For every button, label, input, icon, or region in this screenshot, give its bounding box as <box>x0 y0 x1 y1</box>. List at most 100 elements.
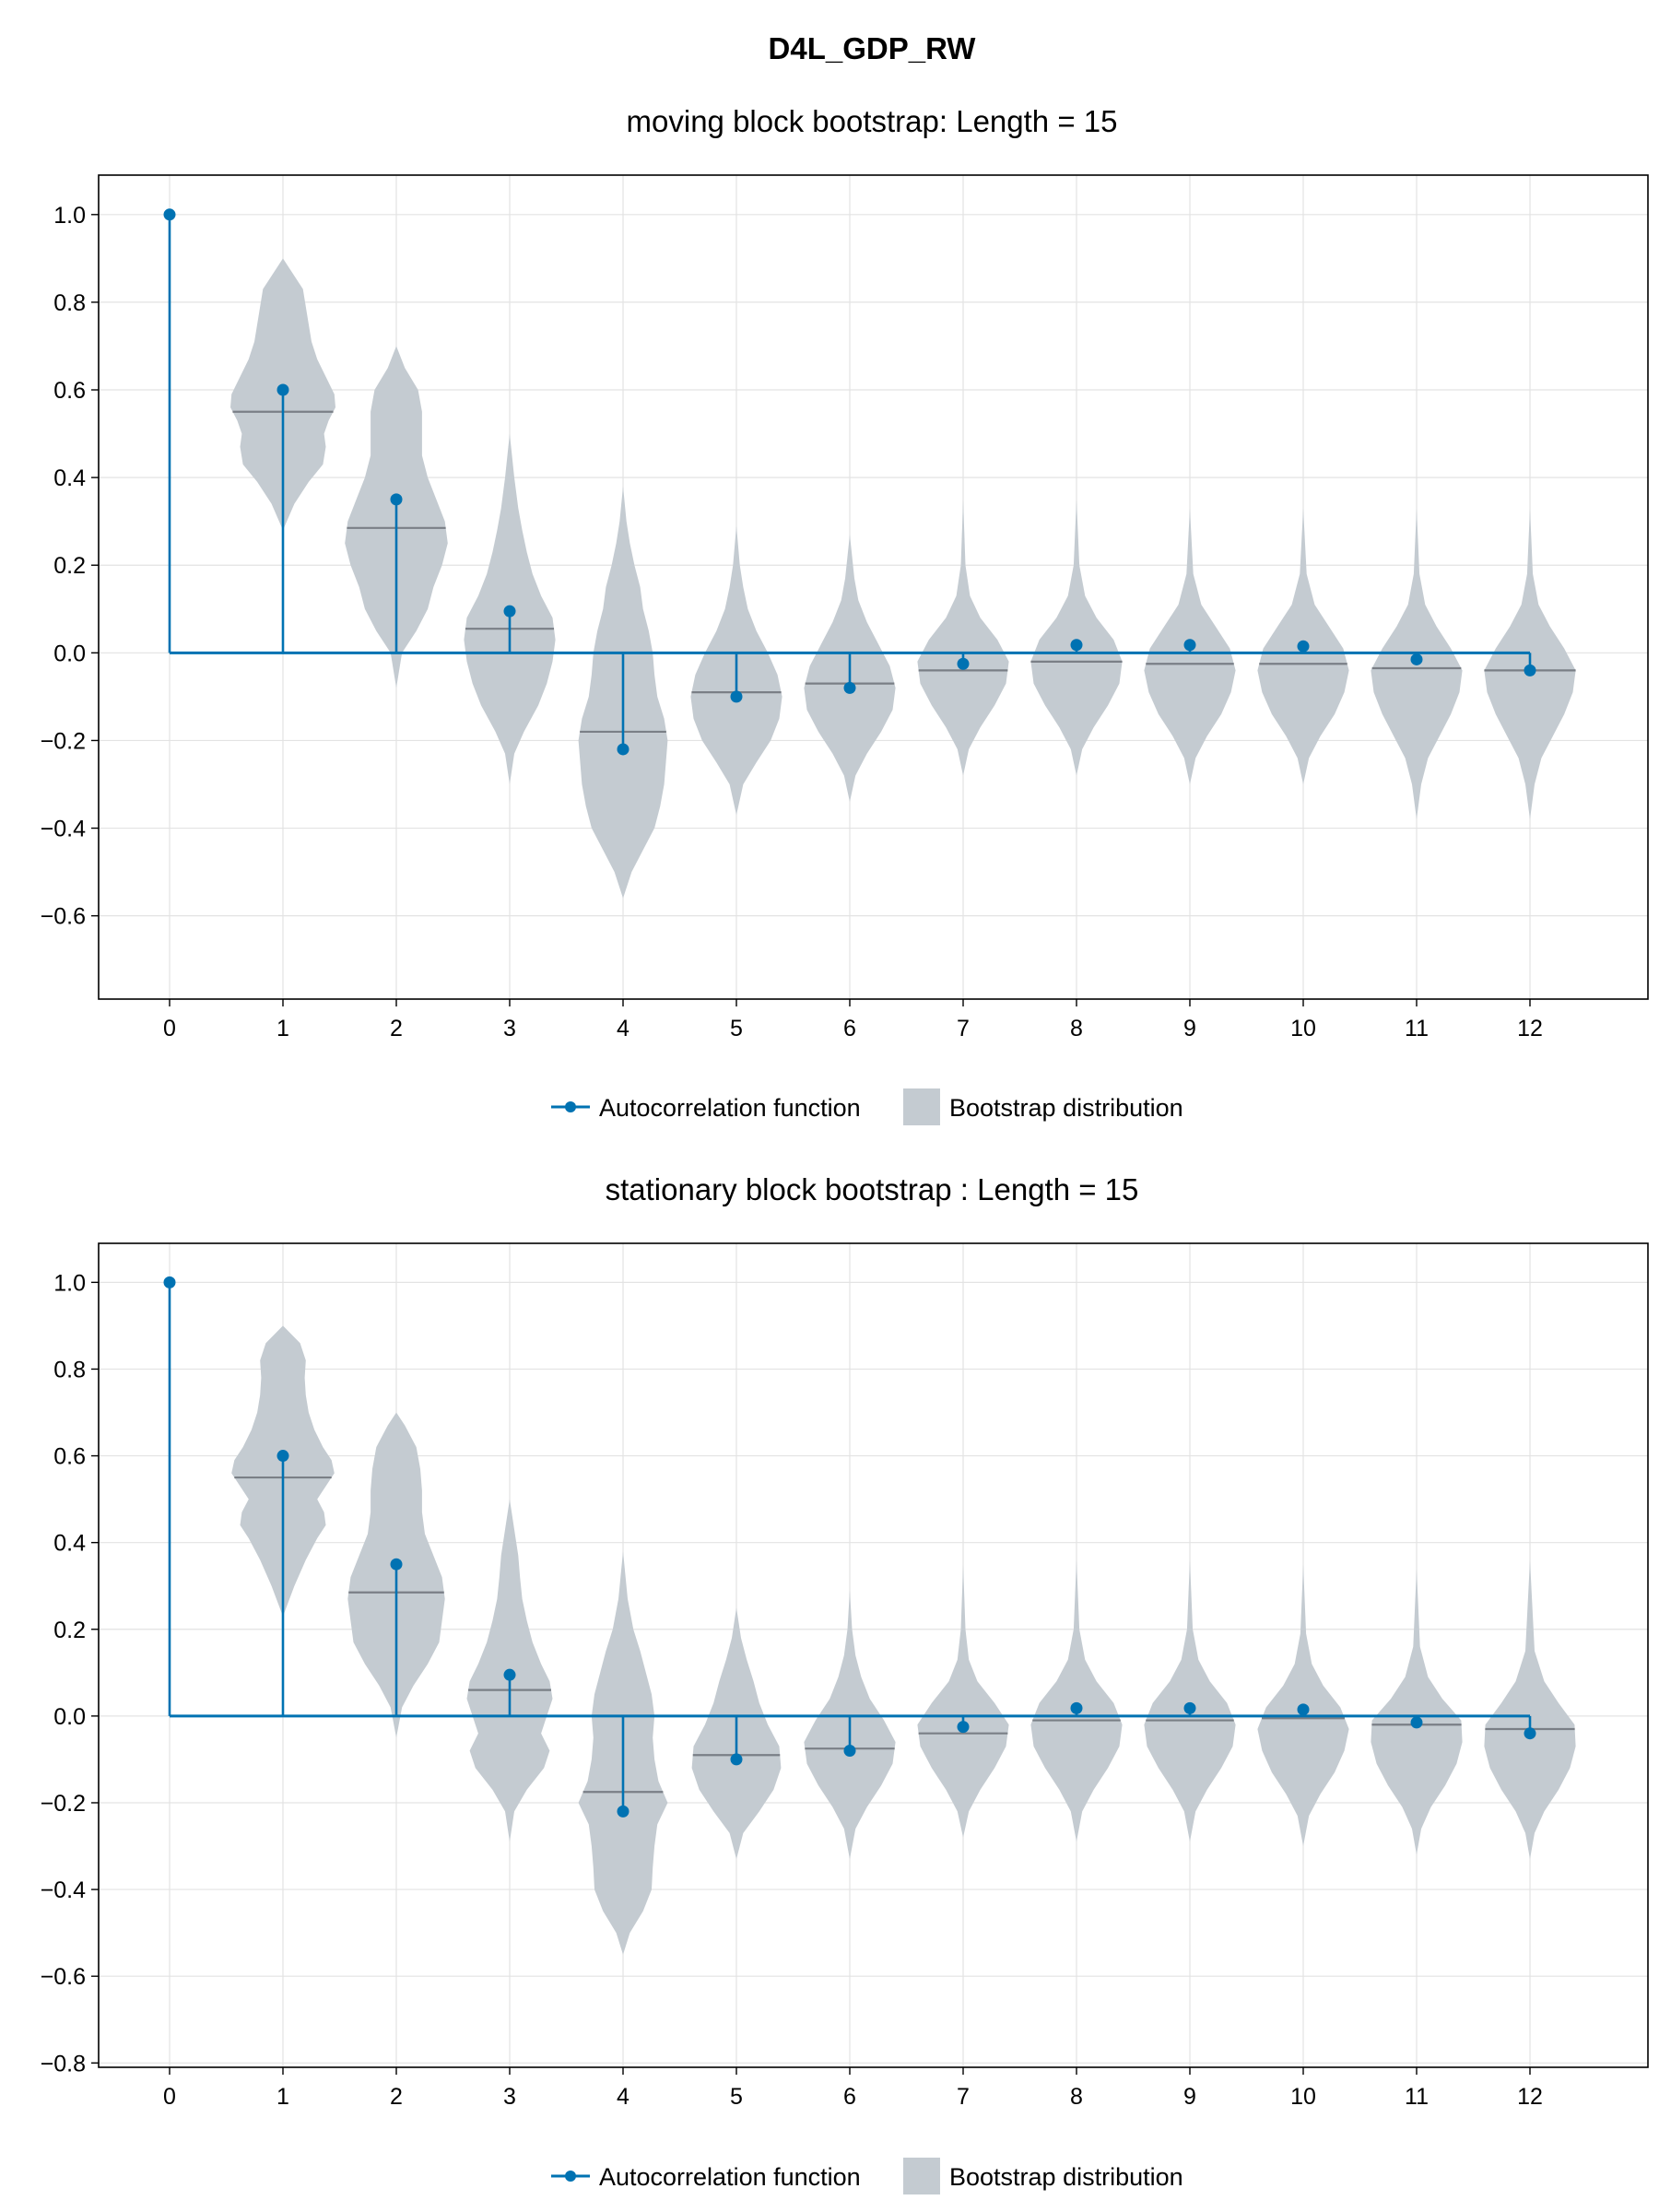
y-tick-label: 0.8 <box>53 1357 86 1382</box>
legend-acf-label-bottom: Autocorrelation function <box>599 2163 861 2191</box>
bootstrap-violins <box>230 258 1576 899</box>
acf-point-lag-11 <box>1410 1716 1423 1729</box>
x-tick-label: 11 <box>1405 2084 1429 2110</box>
acf-point-lag-2 <box>390 1558 403 1571</box>
legend-bottom: Autocorrelation function Bootstrap distr… <box>551 2158 1183 2194</box>
violin-lag-12 <box>1484 1559 1576 1860</box>
panel-title-stationary: stationary block bootstrap : Length = 15 <box>606 1172 1139 1206</box>
grid <box>99 1243 1648 2067</box>
violin-lag-11 <box>1371 1568 1463 1855</box>
x-tick-label: 1 <box>276 1016 289 1041</box>
acf-point-lag-1 <box>276 1450 289 1463</box>
bootstrap-violins <box>231 1325 1576 1955</box>
x-tick-label: 1 <box>276 2084 289 2110</box>
y-tick-label: 0.6 <box>53 378 86 404</box>
acf-stems <box>163 208 1536 756</box>
y-tick-label: −0.2 <box>41 1791 86 1817</box>
acf-point-lag-2 <box>390 493 403 506</box>
y-axis: −0.8 −0.6 −0.4 −0.2 0.0 0.2 0.4 0.6 0.8 1.0 <box>41 1270 99 2077</box>
legend-acf-marker-top <box>565 1101 576 1112</box>
y-tick-label: 0.0 <box>53 641 86 666</box>
x-tick-label: 6 <box>843 1016 856 1041</box>
x-tick-label: 4 <box>617 1016 629 1041</box>
x-tick-label: 5 <box>730 1016 743 1041</box>
acf-point-lag-10 <box>1297 1703 1310 1716</box>
x-tick-label: 7 <box>957 2084 970 2110</box>
y-tick-label: −0.4 <box>41 817 86 842</box>
acf-point-lag-0 <box>163 1276 176 1288</box>
acf-point-lag-5 <box>730 1753 743 1766</box>
y-tick-label: 0.4 <box>53 1531 86 1557</box>
x-tick-label: 0 <box>163 2084 176 2110</box>
moving-block-bootstrap-panel: moving block bootstrap: Length = 15 −0.6… <box>41 104 1649 1041</box>
y-tick-label: −0.2 <box>41 728 86 754</box>
acf-point-lag-3 <box>503 1668 516 1681</box>
violin-lag-7 <box>917 499 1009 776</box>
acf-point-lag-9 <box>1183 1701 1196 1714</box>
legend-acf-label-top: Autocorrelation function <box>599 1094 861 1122</box>
acf-point-lag-6 <box>843 681 856 694</box>
y-tick-label: −0.8 <box>41 2051 86 2077</box>
plot-frame <box>98 1242 1649 2068</box>
x-tick-label: 4 <box>617 2084 629 2110</box>
y-axis: −0.6 −0.4 −0.2 0.0 0.2 0.4 0.6 0.8 1.0 <box>41 203 99 930</box>
acf-point-lag-1 <box>276 383 289 396</box>
x-tick-label: 2 <box>390 1016 403 1041</box>
acf-point-lag-8 <box>1070 1701 1083 1714</box>
y-tick-label: −0.6 <box>41 904 86 930</box>
panel-title-moving: moving block bootstrap: Length = 15 <box>627 104 1118 138</box>
x-tick-label: 3 <box>503 1016 516 1041</box>
figure-title: D4L_GDP_RW <box>769 31 977 65</box>
y-tick-label: 0.4 <box>53 465 86 491</box>
x-tick-label: 5 <box>730 2084 743 2110</box>
acf-point-lag-4 <box>617 1805 629 1818</box>
x-tick-label: 8 <box>1070 2084 1083 2110</box>
x-tick-label: 8 <box>1070 1016 1083 1041</box>
violin-lag-7 <box>917 1564 1009 1838</box>
y-tick-label: 0.0 <box>53 1704 86 1730</box>
acf-point-lag-12 <box>1524 664 1536 677</box>
stationary-block-bootstrap-panel: stationary block bootstrap : Length = 15… <box>41 1172 1649 2110</box>
acf-point-lag-8 <box>1070 639 1083 652</box>
x-axis: 0 1 2 3 4 5 6 7 8 9 10 11 12 <box>163 999 1543 1041</box>
x-tick-label: 0 <box>163 1016 176 1041</box>
x-tick-label: 11 <box>1405 1016 1429 1041</box>
legend-top: Autocorrelation function Bootstrap distr… <box>551 1088 1183 1125</box>
acf-point-lag-12 <box>1524 1727 1536 1740</box>
y-tick-label: 0.2 <box>53 1618 86 1643</box>
x-axis: 0 1 2 3 4 5 6 7 8 9 10 11 12 <box>163 2067 1543 2110</box>
x-tick-label: 3 <box>503 2084 516 2110</box>
legend-bootstrap-label-top: Bootstrap distribution <box>949 1094 1183 1122</box>
acf-point-lag-9 <box>1183 639 1196 652</box>
x-tick-label: 12 <box>1517 2084 1543 2110</box>
x-tick-label: 7 <box>957 1016 970 1041</box>
y-tick-label: 1.0 <box>53 203 86 229</box>
acf-point-lag-7 <box>957 1721 970 1734</box>
y-tick-label: 0.8 <box>53 290 86 316</box>
y-tick-label: 0.2 <box>53 553 86 579</box>
plot-frame <box>98 174 1649 1000</box>
acf-stems <box>163 1276 1536 1818</box>
legend-bootstrap-swatch-top <box>903 1088 940 1125</box>
acf-point-lag-11 <box>1410 653 1423 665</box>
y-tick-label: 1.0 <box>53 1270 86 1296</box>
x-tick-label: 10 <box>1290 1016 1316 1041</box>
x-tick-label: 6 <box>843 2084 856 2110</box>
x-tick-label: 12 <box>1517 1016 1543 1041</box>
legend-bootstrap-swatch-bottom <box>903 2158 940 2194</box>
x-tick-label: 2 <box>390 2084 403 2110</box>
y-tick-label: −0.6 <box>41 1964 86 1990</box>
legend-acf-marker-bottom <box>565 2171 576 2182</box>
acf-point-lag-7 <box>957 657 970 670</box>
violin-lag-9 <box>1144 1559 1236 1842</box>
violin-lag-8 <box>1030 1559 1123 1842</box>
acf-point-lag-6 <box>843 1745 856 1758</box>
acf-point-lag-5 <box>730 690 743 703</box>
x-tick-label: 9 <box>1183 1016 1196 1041</box>
acf-point-lag-0 <box>163 208 176 221</box>
x-tick-label: 10 <box>1290 2084 1316 2110</box>
acf-point-lag-10 <box>1297 640 1310 653</box>
acf-point-lag-3 <box>503 605 516 618</box>
legend-bootstrap-label-bottom: Bootstrap distribution <box>949 2163 1183 2191</box>
